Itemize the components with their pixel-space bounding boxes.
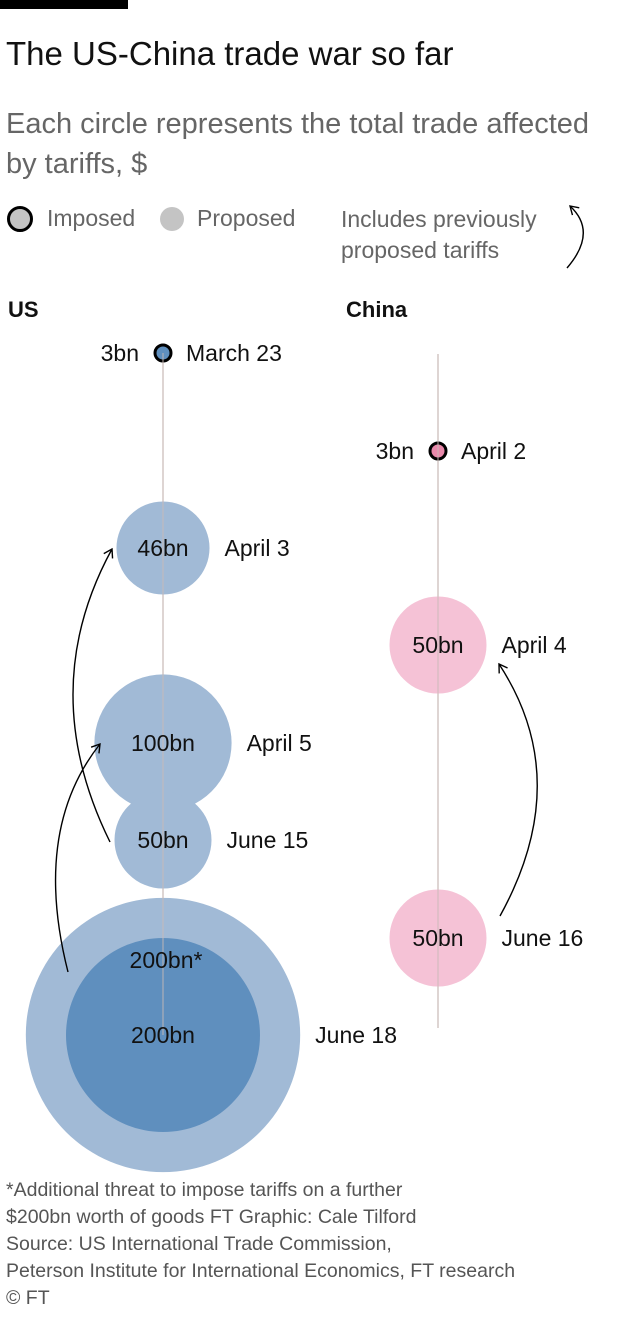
us-value-label: 3bn <box>101 340 139 366</box>
china-value-label: 50bn <box>412 632 463 658</box>
footnote: *Additional threat to impose tariffs on … <box>6 1177 616 1312</box>
legend-proposed-label: Proposed <box>197 205 296 231</box>
china-link-arrow <box>498 662 538 917</box>
us-value-label: 50bn <box>137 827 188 853</box>
footnote-line: © FT <box>6 1287 50 1309</box>
us-date-label: June 18 <box>315 1022 397 1048</box>
chart-title: The US-China trade war so far <box>6 35 454 72</box>
footnote-line: *Additional threat to impose tariffs on … <box>6 1179 403 1201</box>
china-date-label: April 4 <box>502 632 567 658</box>
us-value-label: 46bn <box>137 535 188 561</box>
column-header-china: China <box>346 297 408 322</box>
us-link-arrow <box>72 547 114 843</box>
us-link-arrow <box>54 742 101 973</box>
footnote-line: Peterson Institute for International Eco… <box>6 1260 516 1282</box>
us-extra-value-label: 200bn* <box>130 947 203 973</box>
china-value-label: 50bn <box>412 925 463 951</box>
legend-proposed-swatch <box>160 207 184 231</box>
footnote-line: $200bn worth of goods FT Graphic: Cale T… <box>6 1206 417 1228</box>
legend-imposed-swatch <box>7 206 33 232</box>
china-date-label: April 2 <box>461 438 526 464</box>
us-date-label: March 23 <box>186 340 282 366</box>
us-date-label: April 5 <box>247 730 312 756</box>
legend-imposed-label: Imposed <box>47 205 136 231</box>
legend-arrow-icon <box>566 205 584 269</box>
us-date-label: June 15 <box>227 827 309 853</box>
us-date-label: April 3 <box>225 535 290 561</box>
footnote-line: Source: US International Trade Commissio… <box>6 1233 392 1255</box>
us-value-label: 200bn <box>131 1022 195 1048</box>
legend-note: Includes previously proposed tariffs <box>341 206 537 263</box>
china-value-label: 3bn <box>376 438 414 464</box>
china-date-label: June 16 <box>502 925 584 951</box>
column-header-us: US <box>8 297 39 322</box>
top-accent-bar <box>0 0 128 9</box>
chart-subtitle: Each circle represents the total trade a… <box>6 108 590 180</box>
us-value-label: 100bn <box>131 730 195 756</box>
